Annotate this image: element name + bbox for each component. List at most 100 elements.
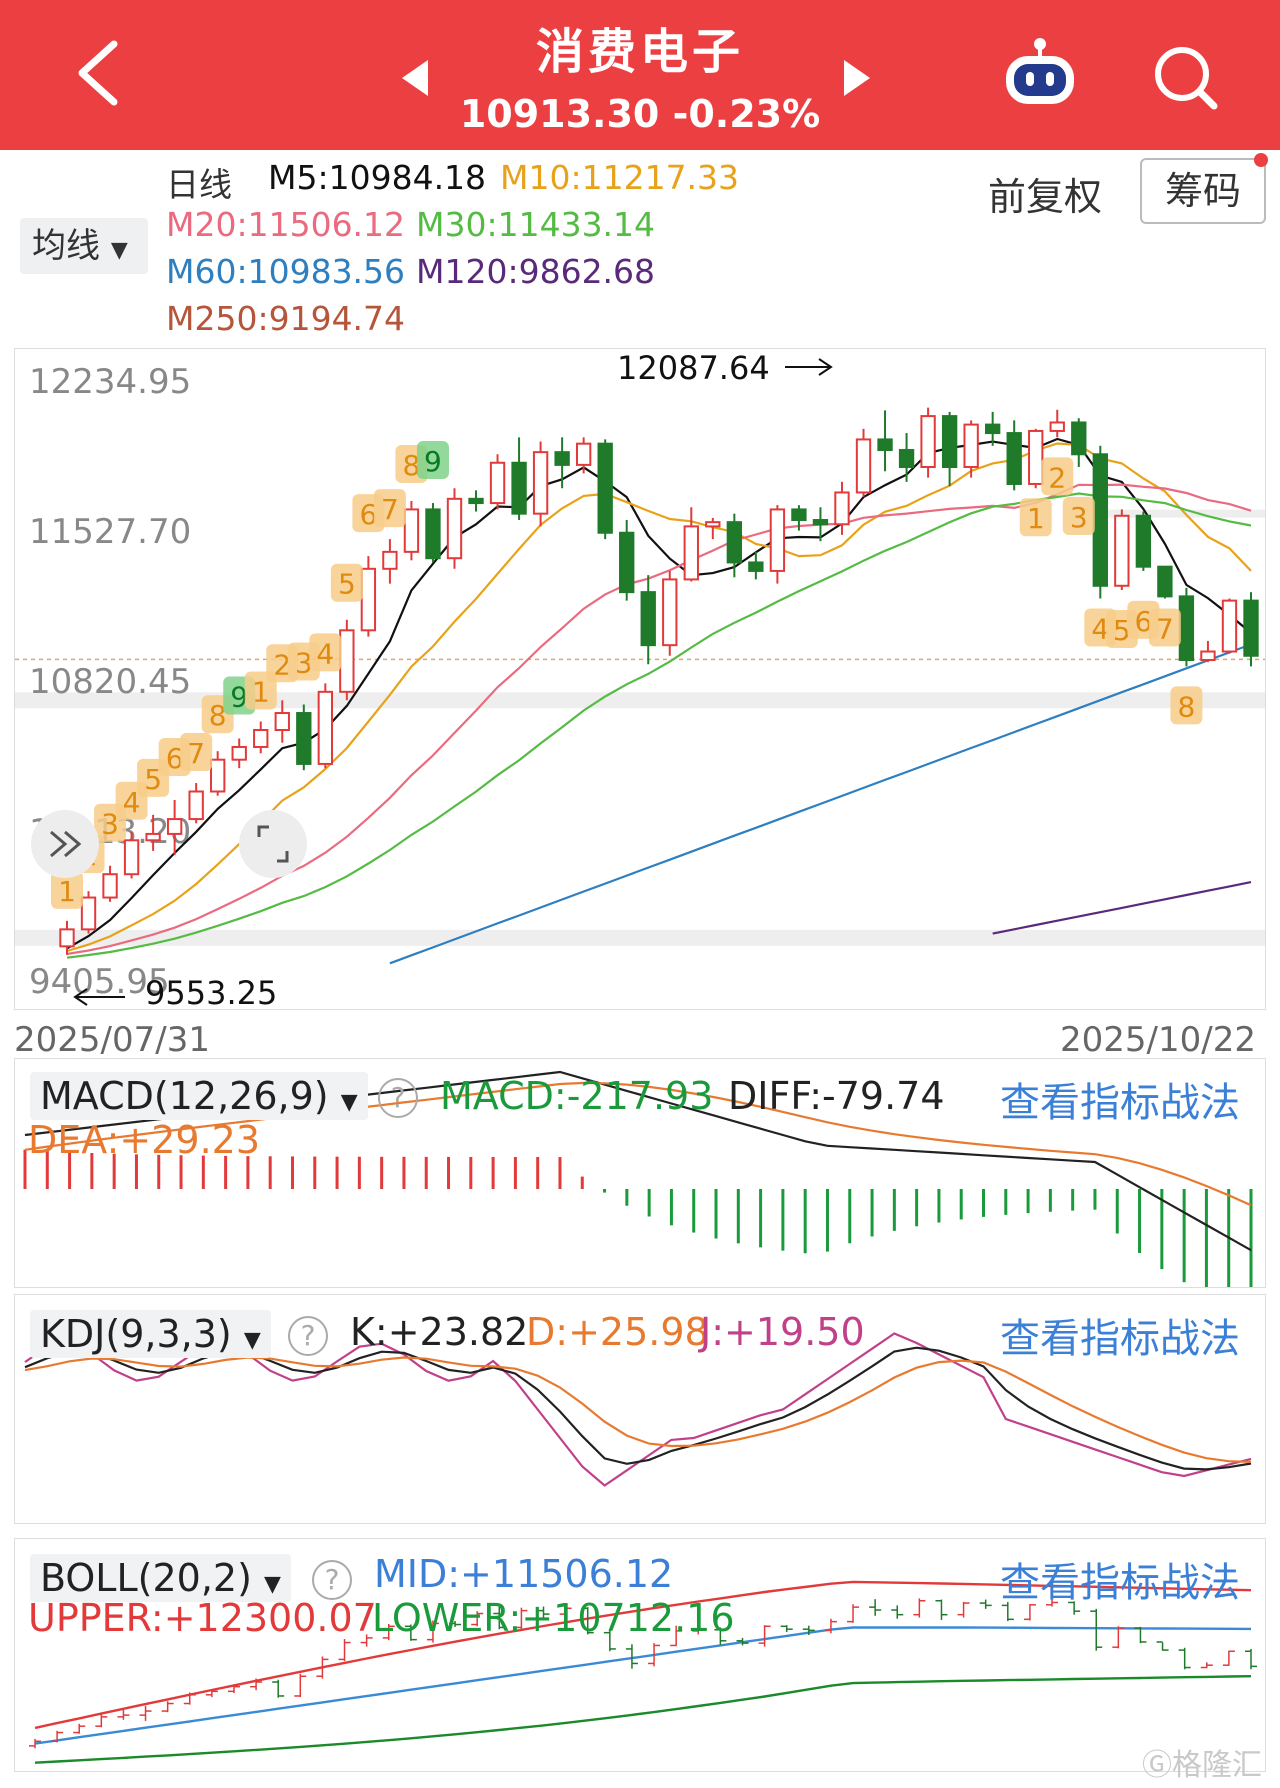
td-badge (51, 870, 83, 909)
candle-body (339, 629, 355, 693)
candle-body (898, 449, 915, 469)
page-title: 消费电子 (535, 24, 744, 80)
candle-body (1071, 421, 1087, 456)
td-badge (1148, 608, 1181, 647)
td-count-label: 4 (316, 637, 334, 670)
candle-body (619, 531, 635, 594)
td-count-label: 8 (209, 699, 227, 732)
candle-body (662, 578, 678, 647)
robot-assistant-icon[interactable] (1000, 36, 1080, 108)
help-icon[interactable]: ? (288, 1316, 328, 1356)
period-label: 日线 (166, 165, 232, 204)
td-count-label: 5 (144, 763, 162, 796)
ma120-line (992, 881, 1252, 935)
d-line (24, 1356, 1252, 1463)
candle-body (123, 839, 140, 876)
boll-name: BOLL(20,2) (40, 1556, 252, 1600)
fullscreen-corners-icon (257, 825, 289, 863)
watermark: Ⓖ格隆汇 (1142, 1740, 1262, 1784)
price-chart-panel[interactable]: 12234.9511527.7010820.4510113.209405.951… (14, 348, 1266, 1012)
previous-icon[interactable] (400, 58, 430, 98)
watermark-text: 格隆汇 (1172, 1748, 1262, 1783)
macd-name: MACD(12,26,9) (40, 1074, 329, 1118)
low-arrow-icon (73, 988, 125, 1006)
back-arrow-icon[interactable] (70, 38, 130, 108)
candle-body (489, 461, 506, 505)
candle-body (748, 561, 764, 572)
ma60-label: M60:10983.56 (166, 252, 406, 291)
y-axis-label: 10820.45 (29, 662, 191, 702)
y-axis-label: 12234.95 (29, 362, 191, 402)
td-count-label: 7 (187, 737, 205, 770)
d-value: D:+25.98 (526, 1310, 709, 1354)
td-count-label: 6 (166, 742, 184, 775)
upper-band-line (34, 1580, 1252, 1730)
lower-band-line (34, 1675, 1252, 1764)
candle-body (296, 712, 312, 765)
date-end: 2025/10/22 (1060, 1020, 1256, 1060)
candle-body (210, 758, 226, 793)
ma120-label: M120:9862.68 (416, 252, 656, 291)
boll-strategy-link[interactable]: 查看指标战法 (1000, 1560, 1240, 1606)
search-icon[interactable] (1150, 42, 1220, 112)
help-icon[interactable]: ? (312, 1560, 352, 1600)
candle-body (166, 818, 183, 835)
ma-selector[interactable]: 均线 ▼ (20, 218, 148, 274)
td-badge (373, 489, 406, 528)
candle-body (726, 521, 743, 564)
chips-button[interactable]: 筹码 (1140, 158, 1266, 224)
candle-body (554, 451, 570, 466)
ma60-line (389, 643, 1252, 965)
candle-body (274, 712, 290, 731)
td-count-label: 8 (403, 449, 421, 482)
candle-body (1243, 599, 1259, 657)
td-count-label: 1 (1027, 502, 1045, 535)
candle-body (231, 745, 247, 761)
macd-selector[interactable]: MACD(12,26,9) ▼ (30, 1072, 368, 1120)
mid-band-line (34, 1626, 1252, 1745)
y-axis-label: 9405.95 (29, 962, 170, 1002)
ma20-label: M20:11506.12 (166, 205, 406, 244)
td-badge (1019, 498, 1052, 537)
help-icon[interactable]: ? (378, 1078, 418, 1118)
boll-selector[interactable]: BOLL(20,2) ▼ (30, 1554, 291, 1602)
td-badge (180, 733, 213, 772)
td-count-label: 5 (1113, 614, 1131, 647)
candlestick-chart[interactable]: 12234.9511527.7010820.4510113.209405.951… (15, 349, 1265, 1012)
candle-body (984, 423, 1001, 435)
candle-body (1178, 595, 1195, 662)
candle-body (877, 438, 893, 452)
macd-value: MACD:-217.93 (440, 1074, 714, 1118)
macd-strategy-link[interactable]: 查看指标战法 (1000, 1080, 1240, 1126)
price-line: 10913.30 -0.23% (0, 92, 1280, 136)
candle-body (1135, 514, 1152, 568)
candle-body (1200, 650, 1216, 662)
adjust-toggle[interactable]: 前复权 (988, 175, 1103, 219)
candle-body (145, 832, 161, 842)
td-count-label: 6 (1134, 605, 1152, 638)
top-bar: 消费电子 10913.30 -0.23% (0, 0, 1280, 150)
td-badge (330, 563, 363, 602)
notification-dot (1254, 153, 1268, 167)
boll-chart[interactable] (15, 1539, 1265, 1771)
candle-body (446, 497, 463, 560)
next-icon[interactable] (842, 58, 872, 98)
kdj-selector[interactable]: KDJ(9,3,3) ▼ (30, 1310, 271, 1358)
high-price-label: 12087.64 (617, 349, 770, 387)
candle-body (834, 491, 850, 526)
ma-selector-label: 均线 (32, 226, 100, 266)
mid-value: MID:+11506.12 (374, 1552, 674, 1596)
kdj-strategy-link[interactable]: 查看指标战法 (1000, 1316, 1240, 1362)
td-count-label: 7 (1156, 613, 1174, 646)
td-badge (309, 633, 342, 672)
y-axis-label: 11527.70 (29, 512, 191, 552)
candle-body (425, 508, 441, 560)
j-value: J:+19.50 (700, 1310, 865, 1354)
candle-body (403, 508, 420, 553)
candle-body (253, 728, 269, 748)
diff-value: DIFF:-79.74 (728, 1074, 945, 1118)
fullscreen-icon (239, 810, 307, 878)
double-chevron-icon (50, 830, 82, 858)
td-count-label: 2 (273, 648, 291, 681)
candle-body (317, 690, 334, 765)
